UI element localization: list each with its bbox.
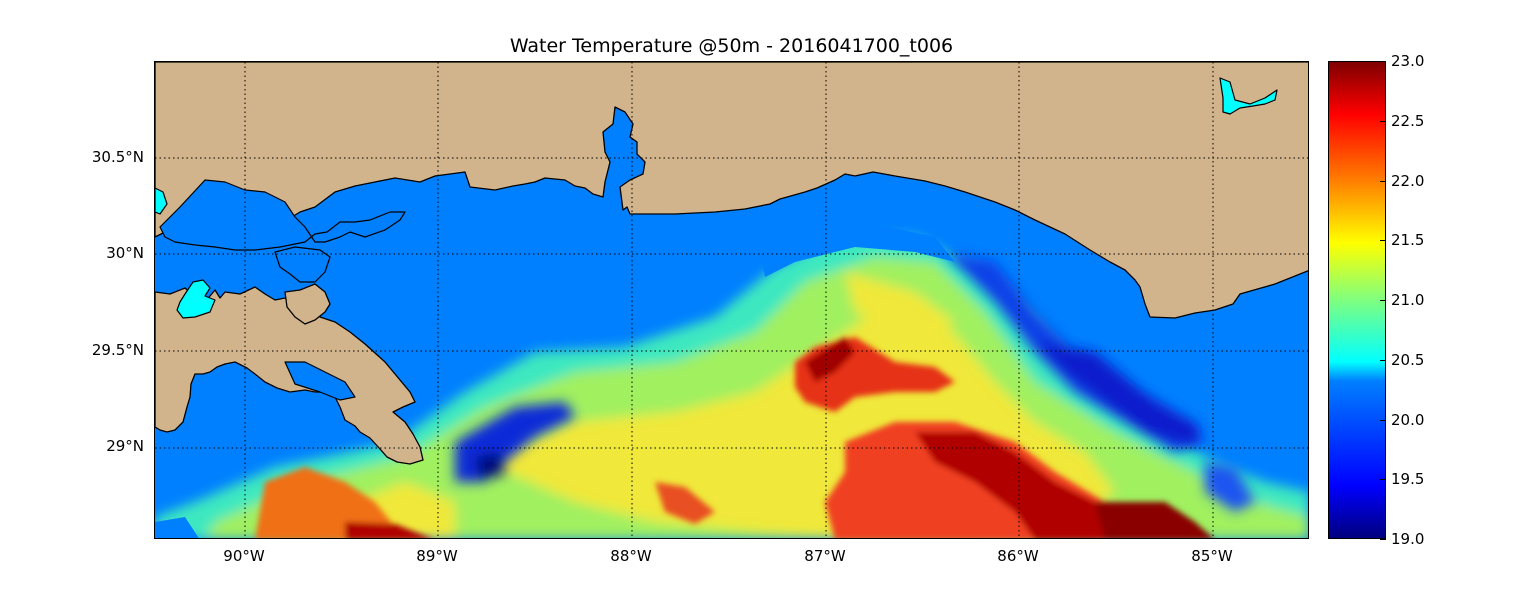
colorbar-tick-mark [1380, 120, 1386, 122]
delta-bay [284, 361, 356, 401]
inland-water [155, 77, 1278, 401]
river-mouth-land [284, 283, 331, 325]
lon-label-88w: 88°W [610, 547, 652, 565]
colorbar-tick-label: 22.5 [1391, 111, 1425, 130]
map-title: Water Temperature @50m - 2016041700_t006 [509, 35, 954, 57]
delta-land [155, 286, 424, 465]
lake-cyan-west [176, 279, 216, 319]
colorbar-tick-mark [1380, 300, 1386, 301]
lake-cyan-edge [155, 187, 168, 215]
colorbar-tick-label: 23.0 [1391, 52, 1425, 70]
colorbar-tick-mark [1380, 419, 1386, 421]
lon-label-90w: 90°W [223, 547, 265, 565]
lat-label-29: 29°N [106, 437, 144, 455]
lake-borgne [274, 246, 331, 283]
colorbar-tick-label: 22.0 [1391, 171, 1425, 190]
lon-label-89w: 89°W [416, 547, 458, 565]
colorbar-tick-label: 19.5 [1391, 470, 1425, 489]
map-panel [154, 61, 1309, 539]
colorbar-tick-label: 21.5 [1391, 231, 1425, 250]
northern-coastline [155, 62, 1308, 319]
colorbar [1328, 61, 1386, 539]
colorbar-tick-mark [1380, 240, 1386, 242]
lat-label-30: 30°N [106, 244, 144, 262]
lon-label-87w: 87°W [804, 547, 846, 565]
colorbar-tick-mark [1380, 539, 1386, 540]
graticule [155, 62, 1308, 538]
colorbar-tick-mark [1380, 180, 1386, 182]
colorbar-tick-label: 20.5 [1391, 350, 1425, 369]
colorbar-tick-mark [1380, 479, 1386, 481]
colorbar-tick-label: 19.0 [1391, 530, 1425, 548]
temperature-map [155, 62, 1308, 538]
colorbar-tick-mark [1380, 359, 1386, 361]
colorbar-tick-mark [1380, 61, 1386, 62]
colorbar-tick-label: 21.0 [1391, 291, 1425, 309]
lon-label-85w: 85°W [1191, 547, 1233, 565]
lat-label-29-5: 29.5°N [91, 341, 144, 359]
lake-cyan-northeast [1219, 77, 1278, 115]
land-masses [155, 62, 1308, 465]
colorbar-tick-label: 20.0 [1391, 410, 1425, 429]
lat-label-30-5: 30.5°N [91, 148, 144, 166]
lon-label-86w: 86°W [997, 547, 1039, 565]
lake-pontchartrain [159, 179, 406, 251]
